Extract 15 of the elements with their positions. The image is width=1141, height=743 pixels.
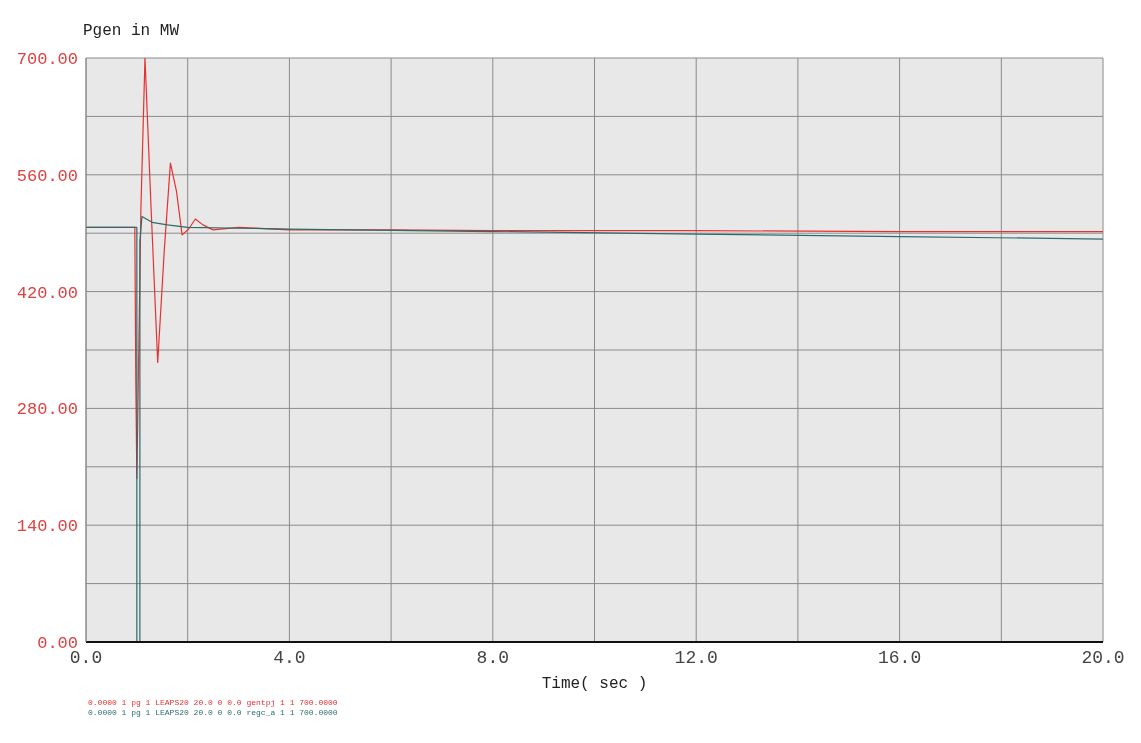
x-tick-label: 12.0	[674, 647, 718, 668]
y-tick-label: 280.00	[16, 400, 78, 420]
line-series	[86, 215, 1103, 642]
x-tick-label: 16.0	[877, 647, 922, 668]
y-tick-label: 560.00	[16, 166, 78, 186]
y-tick-label: 420.00	[16, 283, 78, 303]
x-tick-label: 20.0	[1081, 647, 1125, 668]
text: 0.0000 1 pg 1 LEAPS20 20.0 0 0.0 regc_a 1 1 700.0000	[88, 708, 338, 718]
x-tick-label: 8.0	[476, 647, 509, 668]
y-tick-label: 700.00	[16, 50, 78, 70]
y-tick-label: 140.00	[16, 517, 78, 537]
text: 0.0000 1 pg 1 LEAPS20 20.0 0 0.0 gentpj 1 1 700.0000	[88, 698, 338, 708]
x-tick-label: 4.0	[273, 647, 306, 668]
x-axis-title: Time( sec )	[541, 675, 648, 693]
y-axis-title: Pgen in MW	[83, 22, 180, 40]
